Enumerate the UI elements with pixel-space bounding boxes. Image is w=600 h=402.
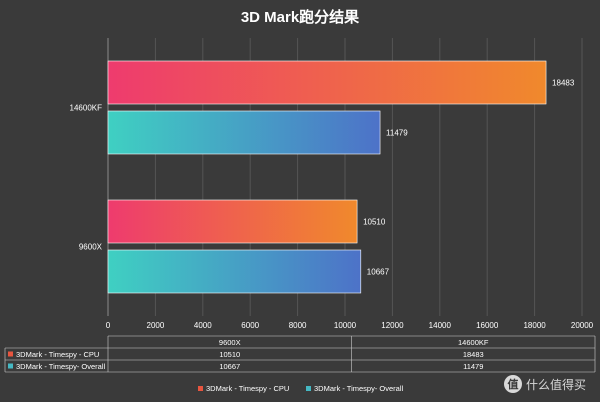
watermark-text: 什么值得买 <box>526 377 586 392</box>
y-axis-category-labels: 9600X 14600KF <box>70 104 103 252</box>
y-category-label: 14600KF <box>70 104 103 113</box>
legend-swatch <box>198 386 203 391</box>
bar <box>107 199 358 244</box>
table-header-cell: 14600KF <box>458 338 489 347</box>
table-legend-key <box>8 363 13 369</box>
bars: 10510 10667 18483 11479 <box>107 60 575 294</box>
bar-value-label: 11479 <box>386 129 408 138</box>
table-cell: 11479 <box>463 362 483 371</box>
x-tick-label: 2000 <box>147 321 165 330</box>
x-tick-label: 4000 <box>194 321 212 330</box>
legend-swatch <box>306 386 311 391</box>
x-axis-tick-labels: 0 2000 4000 6000 8000 10000 12000 14000 16000 180… <box>106 321 594 330</box>
table-row-label: 3DMark - Timespy- Overall <box>16 362 106 371</box>
x-tick-label: 6000 <box>241 321 259 330</box>
watermark-logo-glyph: 值 <box>508 377 519 391</box>
y-category-label: 9600X <box>79 243 103 252</box>
table-cell: 10667 <box>219 362 240 371</box>
x-tick-label: 12000 <box>381 321 404 330</box>
table-legend-key <box>8 351 13 357</box>
legend: 3DMark - Timespy - CPU 3DMark - Timespy- … <box>198 384 404 393</box>
watermark-logo-icon <box>504 375 522 393</box>
x-tick-label: 20000 <box>571 321 594 330</box>
x-tick-label: 10000 <box>334 321 357 330</box>
data-table: 9600X 14600KF 3DMark - Timespy - CPU 10510 1… <box>4 335 596 373</box>
table-row-label: 3DMark - Timespy - CPU <box>16 350 99 359</box>
watermark: 值 什么值得买 <box>504 375 586 393</box>
legend-label: 3DMark - Timespy - CPU <box>206 384 289 393</box>
chart-title: 3D Mark跑分结果 <box>241 8 360 26</box>
bar-value-label: 18483 <box>552 79 575 88</box>
table-cell: 18483 <box>463 350 484 359</box>
bar-value-label: 10510 <box>363 218 386 227</box>
bar <box>107 249 362 294</box>
x-tick-label: 14000 <box>429 321 452 330</box>
table-cell: 10510 <box>219 350 240 359</box>
x-tick-label: 0 <box>106 321 111 330</box>
bar <box>107 60 547 105</box>
bar-value-label: 10667 <box>367 268 390 277</box>
table-header-cell: 9600X <box>219 338 241 347</box>
legend-label: 3DMark - Timespy- Overall <box>314 384 404 393</box>
x-tick-label: 8000 <box>289 321 307 330</box>
x-tick-label: 18000 <box>523 321 546 330</box>
bar <box>107 110 381 155</box>
x-tick-label: 16000 <box>476 321 499 330</box>
